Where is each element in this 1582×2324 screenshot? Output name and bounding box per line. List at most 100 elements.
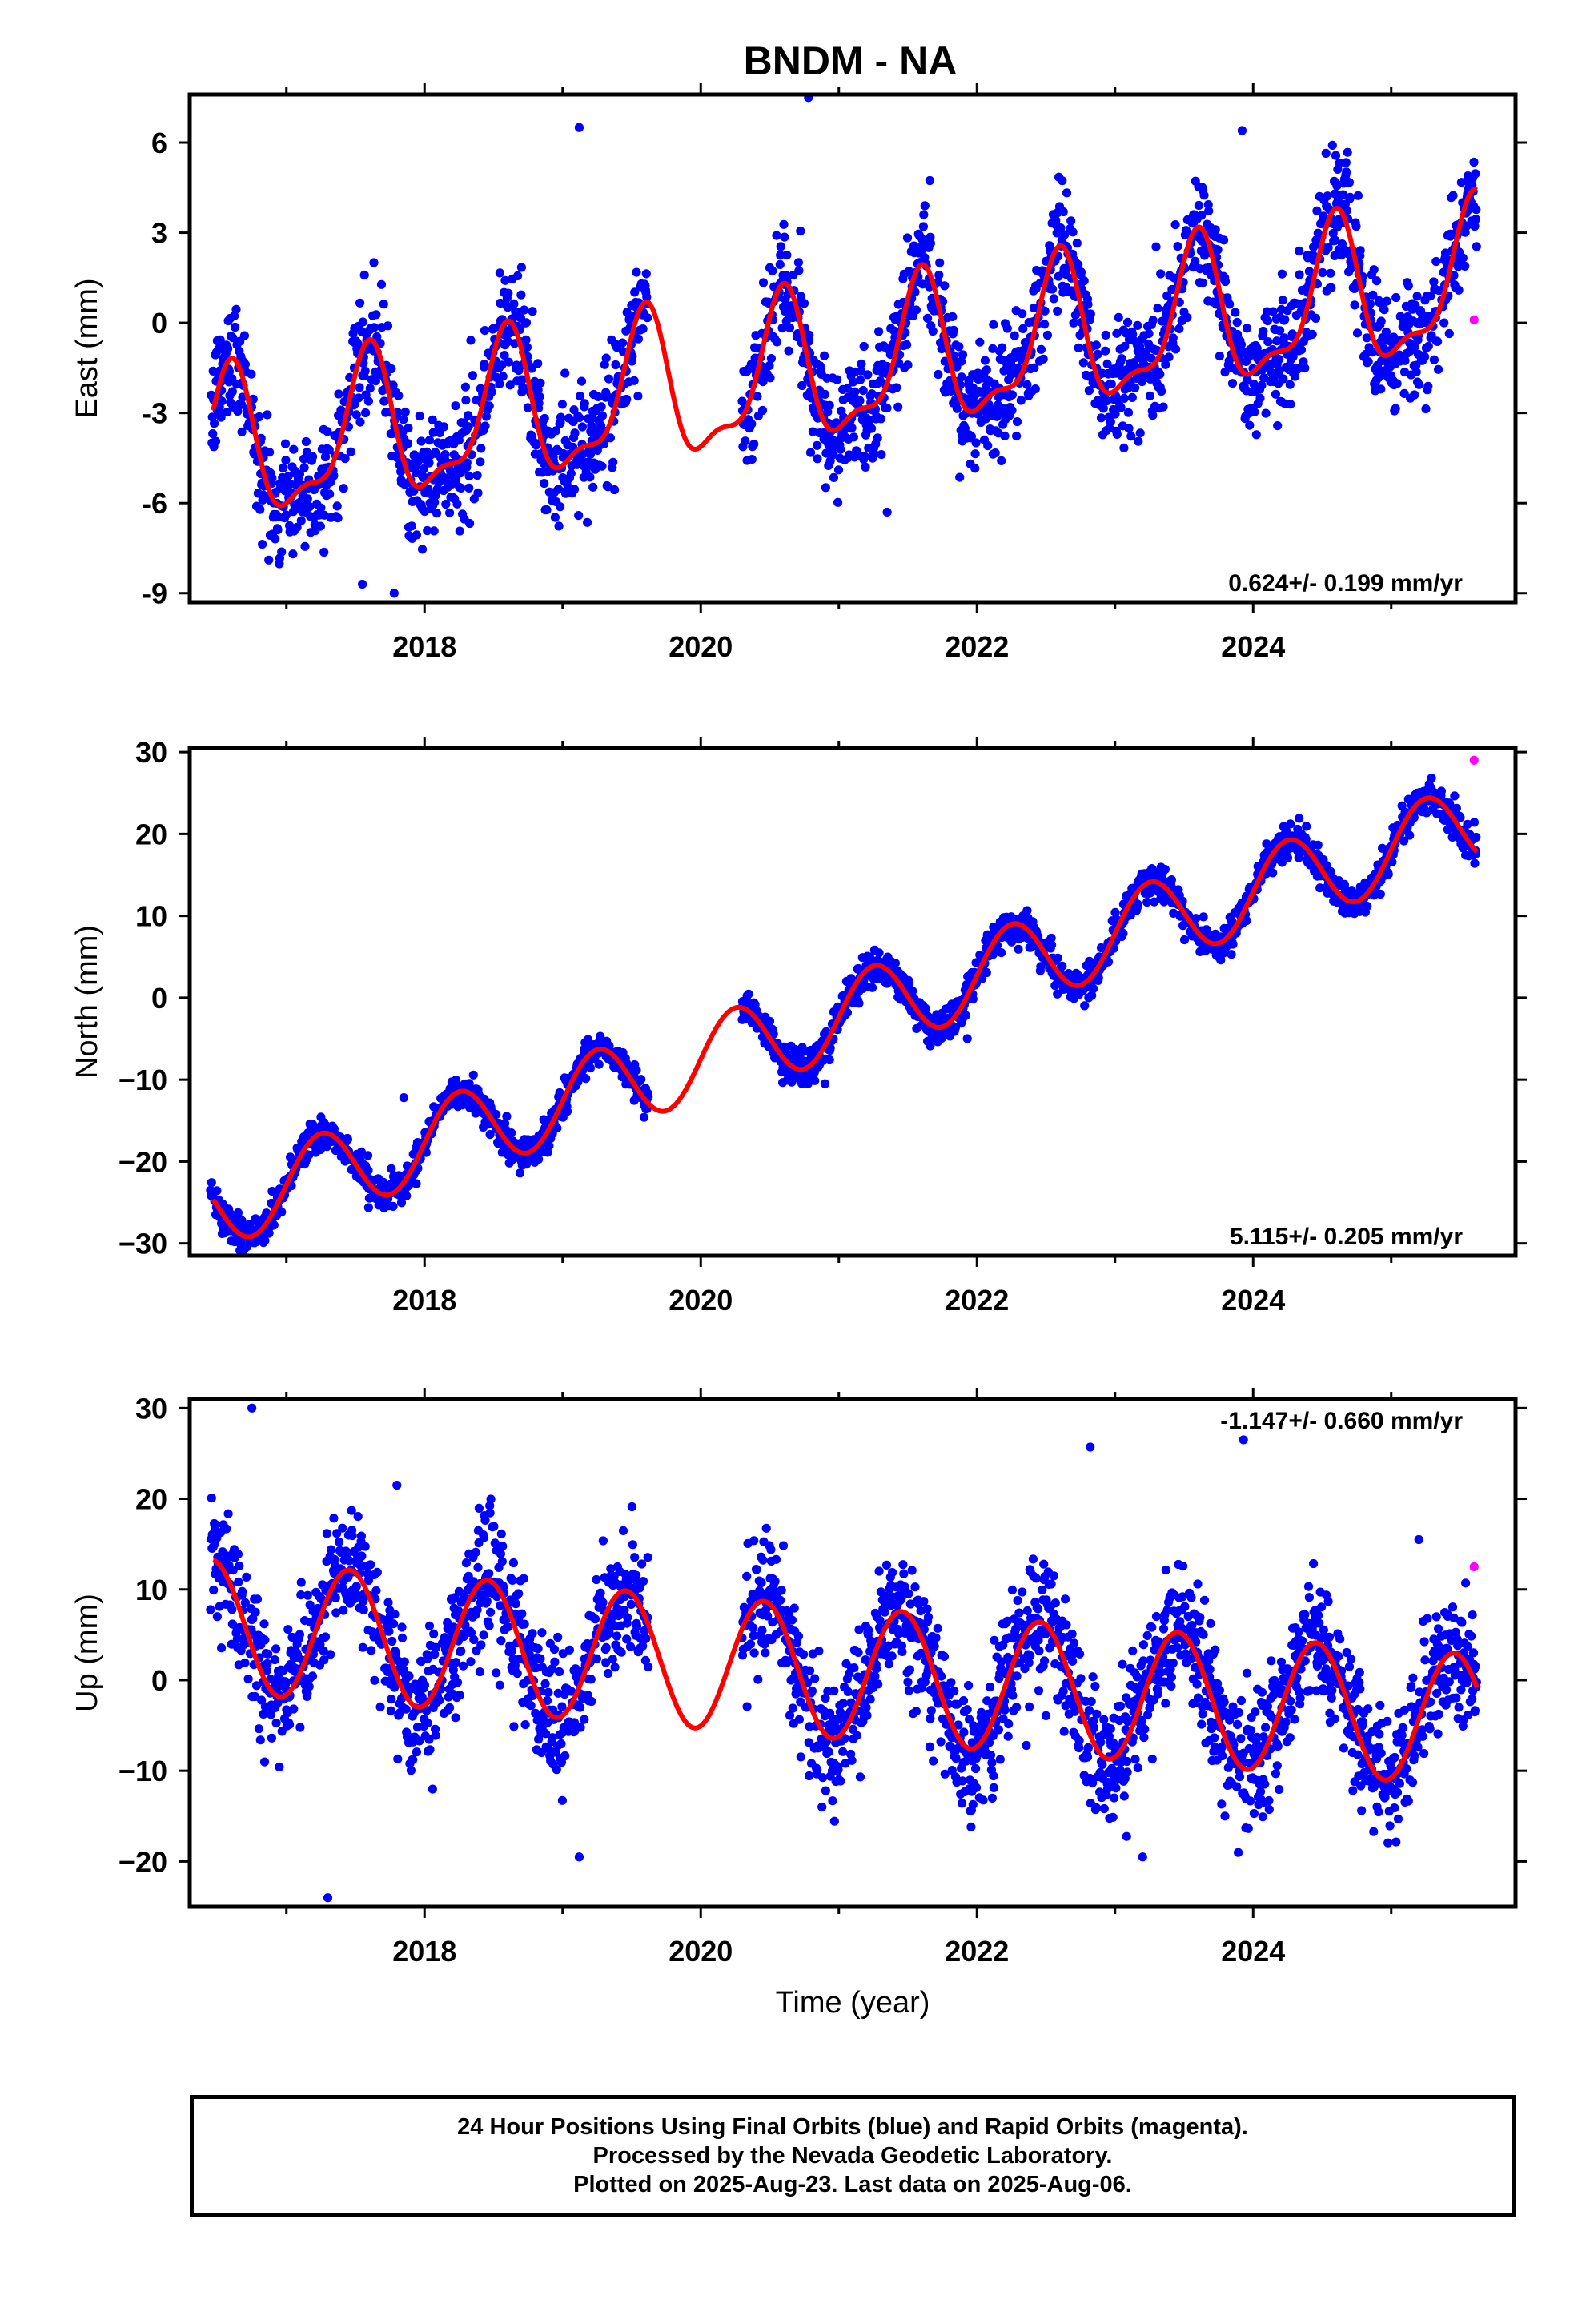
data-point (1259, 326, 1268, 336)
data-point (500, 351, 509, 360)
data-point (554, 485, 564, 494)
data-point (836, 444, 845, 454)
data-point (1268, 868, 1278, 878)
data-point (1062, 188, 1072, 198)
data-point (1047, 940, 1057, 950)
data-point (1232, 317, 1242, 328)
data-point (1369, 265, 1379, 275)
data-point (902, 340, 912, 349)
data-point (264, 555, 274, 565)
data-point (430, 497, 440, 507)
data-point (1182, 312, 1192, 323)
data-point (821, 483, 830, 493)
data-point (766, 354, 777, 364)
data-point (1434, 364, 1443, 374)
data-point (980, 356, 990, 365)
y-tick-label: −30 (118, 1228, 167, 1261)
data-point (1441, 248, 1451, 258)
data-point (1216, 955, 1226, 965)
data-point (1133, 899, 1142, 909)
data-point (269, 1220, 279, 1230)
x-tick-label: 2022 (945, 630, 1009, 663)
data-point (765, 361, 774, 371)
data-point (1098, 404, 1108, 413)
data-point (402, 1191, 412, 1200)
data-point (1272, 336, 1282, 346)
data-point (1012, 431, 1022, 441)
data-point (399, 1093, 408, 1103)
data-point (805, 448, 816, 457)
data-point (536, 378, 545, 388)
data-point (1066, 216, 1076, 226)
data-point (432, 509, 442, 518)
data-point (775, 259, 785, 269)
data-point (217, 1643, 227, 1653)
data-point (1119, 393, 1129, 403)
data-point (1363, 902, 1372, 911)
data-point (223, 407, 232, 417)
data-point (346, 447, 355, 456)
data-point (1013, 417, 1022, 427)
data-point (265, 448, 275, 457)
data-point (394, 391, 404, 400)
data-point (1086, 309, 1095, 319)
data-point (233, 1208, 243, 1217)
y-tick-label: 0 (151, 982, 167, 1015)
data-point (934, 270, 944, 280)
data-point (240, 1658, 250, 1667)
data-point (1040, 306, 1050, 316)
data-point (329, 471, 339, 480)
data-point (861, 452, 870, 461)
data-point (231, 322, 240, 332)
data-point (509, 299, 519, 308)
data-point (1211, 225, 1220, 235)
data-point (1166, 875, 1176, 885)
data-point (794, 266, 804, 275)
data-point (456, 483, 466, 493)
data-point (238, 1586, 247, 1596)
data-point (1042, 330, 1052, 340)
x-tick-label: 2020 (669, 630, 733, 663)
data-point (324, 445, 334, 455)
data-point (1142, 897, 1152, 907)
data-point (1080, 1001, 1090, 1011)
panel-frame (187, 746, 1518, 1258)
data-point (1018, 324, 1028, 333)
data-point (1295, 246, 1304, 255)
data-point (829, 472, 838, 483)
data-point (596, 1031, 605, 1041)
data-point (593, 392, 603, 401)
data-point (389, 589, 399, 598)
data-point (369, 323, 379, 332)
data-point (440, 450, 450, 460)
data-point (772, 231, 781, 240)
data-point (863, 370, 873, 380)
data-point (423, 525, 432, 536)
data-point (854, 999, 864, 1008)
data-point (240, 360, 250, 369)
panel-frame (187, 92, 1518, 605)
data-point (784, 346, 793, 356)
data-point (1472, 205, 1481, 215)
data-point (1194, 200, 1203, 211)
data-point (781, 271, 791, 280)
data-point (464, 471, 474, 481)
data-point (521, 318, 532, 328)
final-orbit-points (206, 1403, 1481, 1903)
rapid-orbit-point (1469, 315, 1479, 324)
data-point (962, 1034, 972, 1043)
data-point (608, 457, 618, 467)
data-point (424, 436, 435, 445)
data-point (765, 1016, 775, 1026)
data-point (1016, 396, 1026, 405)
data-point (1000, 431, 1010, 441)
data-point (1079, 276, 1089, 286)
data-point (277, 1207, 287, 1217)
data-point (351, 410, 361, 420)
data-point (1469, 157, 1479, 167)
data-point (211, 436, 221, 446)
data-point (1304, 267, 1314, 276)
data-point (1123, 408, 1134, 417)
data-point (1403, 281, 1413, 291)
data-point (636, 1075, 646, 1084)
